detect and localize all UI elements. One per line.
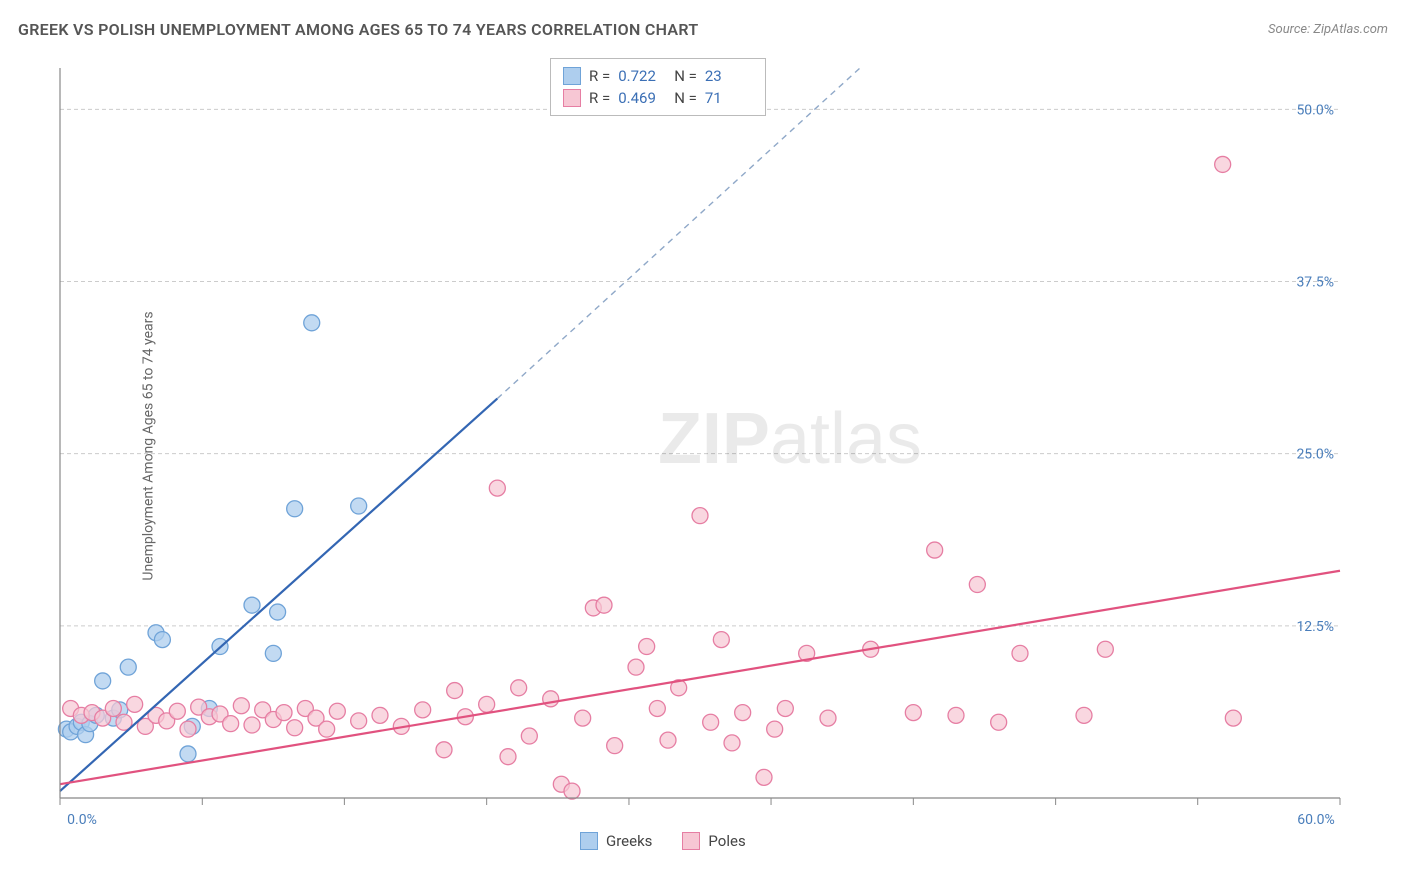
poles-point [703, 714, 719, 730]
poles-point [948, 707, 964, 723]
poles-point [575, 710, 591, 726]
y-tick-label: 12.5% [1296, 619, 1334, 635]
poles-point [969, 577, 985, 593]
poles-point [991, 714, 1007, 730]
chart-header: GREEK VS POLISH UNEMPLOYMENT AMONG AGES … [18, 20, 1388, 39]
poles-point [223, 716, 239, 732]
series-legend-poles: Poles [682, 832, 745, 850]
poles-point [447, 683, 463, 699]
x-tick-label: 60.0% [1297, 812, 1335, 828]
poles-point [767, 721, 783, 737]
poles-point [596, 597, 612, 613]
y-tick-label: 25.0% [1296, 447, 1334, 463]
poles-point [820, 710, 836, 726]
y-tick-label: 50.0% [1296, 102, 1334, 118]
poles-point [319, 721, 335, 737]
poles-point [511, 680, 527, 696]
series-legend: Greeks Poles [580, 832, 746, 850]
poles-point [329, 703, 345, 719]
legend-r-label: R = [589, 89, 610, 107]
greeks-point [154, 632, 170, 648]
greeks-point [244, 597, 260, 613]
series-label: Greeks [606, 832, 652, 850]
poles-point [927, 542, 943, 558]
poles-point [1225, 710, 1241, 726]
series-label: Poles [708, 832, 745, 850]
greeks-swatch [580, 832, 598, 850]
greeks-point [180, 746, 196, 762]
poles-point [564, 783, 580, 799]
poles-point [713, 632, 729, 648]
poles-point [607, 738, 623, 754]
poles-point [735, 705, 751, 721]
correlation-legend: R = 0.722 N = 23 R = 0.469 N = 71 [550, 58, 766, 116]
poles-point [660, 732, 676, 748]
poles-point [372, 707, 388, 723]
legend-n-label: N = [674, 89, 697, 107]
source-label: Source: ZipAtlas.com [1268, 22, 1388, 37]
greeks-point [265, 645, 281, 661]
poles-point [105, 700, 121, 716]
poles-swatch [682, 832, 700, 850]
poles-point [180, 721, 196, 737]
legend-r-value: 0.469 [618, 89, 666, 107]
poles-point [244, 717, 260, 733]
legend-row-greeks: R = 0.722 N = 23 [563, 65, 753, 87]
poles-point [692, 508, 708, 524]
poles-point [276, 705, 292, 721]
legend-r-value: 0.722 [618, 67, 666, 85]
poles-point [649, 700, 665, 716]
legend-r-label: R = [589, 67, 610, 85]
scatter-plot: 12.5% 25.0% 37.5% 50.0% ZIPatlas 0.0% 60.0% [50, 58, 1350, 828]
y-tick-label: 37.5% [1296, 274, 1334, 290]
poles-point [1012, 645, 1028, 661]
poles-point [724, 735, 740, 751]
poles-point [521, 728, 537, 744]
greeks-point [120, 659, 136, 675]
chart-title: GREEK VS POLISH UNEMPLOYMENT AMONG AGES … [18, 20, 698, 39]
poles-point [1076, 707, 1092, 723]
poles-point [479, 696, 495, 712]
greeks-swatch [563, 67, 581, 85]
poles-point [127, 696, 143, 712]
poles-point [287, 720, 303, 736]
poles-point [436, 742, 452, 758]
watermark: ZIPatlas [658, 399, 922, 479]
legend-n-label: N = [674, 67, 697, 85]
poles-point [777, 700, 793, 716]
poles-point [415, 702, 431, 718]
greeks-point [270, 604, 286, 620]
series-legend-greeks: Greeks [580, 832, 652, 850]
greeks-point [304, 315, 320, 331]
poles-point [628, 659, 644, 675]
poles-point [489, 480, 505, 496]
poles-swatch [563, 89, 581, 107]
greeks-point [95, 673, 111, 689]
x-tick-label: 0.0% [67, 812, 97, 828]
poles-point [233, 698, 249, 714]
poles-point [639, 638, 655, 654]
greeks-trend-dash [497, 68, 860, 399]
poles-point [169, 703, 185, 719]
greeks-point [351, 498, 367, 514]
chart-svg: 12.5% 25.0% 37.5% 50.0% ZIPatlas 0.0% 60.0% [50, 58, 1350, 828]
poles-point [500, 749, 516, 765]
poles-point [351, 713, 367, 729]
poles-point [1215, 156, 1231, 172]
poles-point [1097, 641, 1113, 657]
legend-n-value: 71 [705, 89, 753, 107]
legend-n-value: 23 [705, 67, 753, 85]
greeks-point [287, 501, 303, 517]
poles-point [756, 769, 772, 785]
poles-point [905, 705, 921, 721]
greeks-trend-line [60, 399, 497, 792]
legend-row-poles: R = 0.469 N = 71 [563, 87, 753, 109]
